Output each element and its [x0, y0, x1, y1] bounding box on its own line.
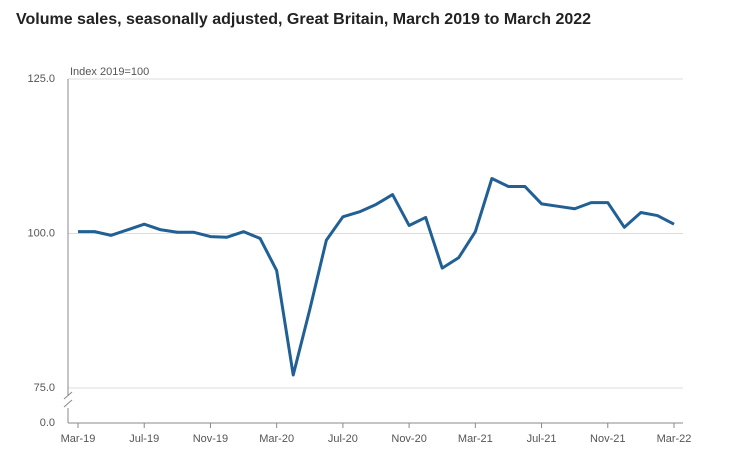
x-tick-label: Mar-19	[61, 433, 96, 445]
x-tick-label: Mar-20	[259, 433, 294, 445]
x-tick-label: Nov-20	[391, 433, 426, 445]
x-tick-label: Jul-21	[527, 433, 557, 445]
chart-title: Volume sales, seasonally adjusted, Great…	[16, 11, 592, 28]
chart-subtitle: Index 2019=100	[70, 66, 149, 78]
y-tick-label: 75.0	[34, 382, 55, 394]
x-tick-label: Nov-21	[590, 433, 625, 445]
x-tick-label: Jul-19	[129, 433, 159, 445]
y-tick-label: 100.0	[27, 227, 55, 239]
x-tick-label: Mar-22	[657, 433, 692, 445]
x-tick-label: Mar-21	[458, 433, 493, 445]
y-tick-label: 0.0	[40, 417, 55, 429]
x-tick-label: Nov-19	[193, 433, 228, 445]
x-tick-label: Jul-20	[328, 433, 358, 445]
y-tick-label: 125.0	[27, 73, 55, 85]
data-line	[78, 176, 675, 377]
axis-break	[63, 391, 73, 408]
